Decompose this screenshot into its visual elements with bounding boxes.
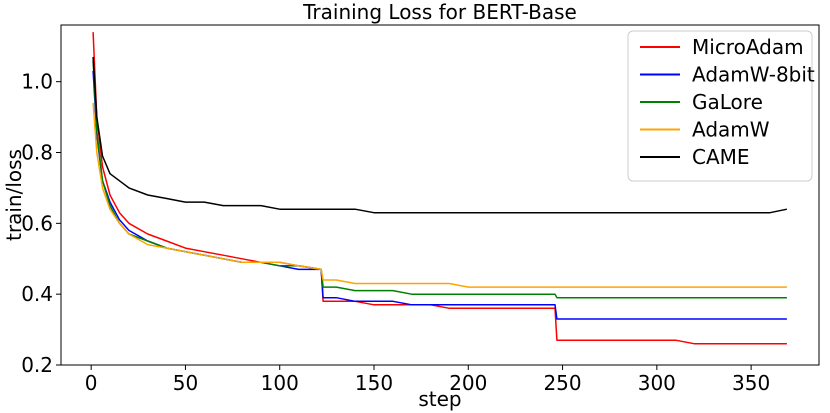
x-tick-label: 250 [543,371,581,395]
x-tick-label: 200 [449,371,487,395]
x-axis-label: step [418,387,461,411]
y-tick-label: 0.4 [21,282,53,306]
x-tick-label: 0 [85,371,98,395]
x-tick-label: 100 [261,371,299,395]
y-tick-label: 1.0 [21,70,53,94]
series-layer [92,32,788,345]
y-tick-label: 0.6 [21,211,53,235]
y-axis-ticks: 0.2 0.4 0.6 0.8 1.0 [21,70,61,377]
legend-frame [627,30,813,182]
series-line-came [92,56,788,214]
y-tick-label: 0.8 [21,141,53,165]
y-axis-label: train/loss [2,149,26,241]
legend-label: GaLore [692,90,763,114]
legend: MicroAdam AdamW-8bit GaLore AdamW CAME [627,30,815,182]
chart-title: Training Loss for BERT-Base [302,0,577,24]
series-line-adamw [92,102,787,288]
x-tick-label: 50 [173,371,198,395]
y-tick-label: 0.2 [21,353,53,377]
x-tick-label: 300 [638,371,676,395]
x-tick-label: 350 [732,371,770,395]
legend-label: MicroAdam [692,35,804,59]
legend-label: AdamW [692,118,770,142]
x-tick-label: 150 [355,371,393,395]
legend-label: CAME [692,145,750,169]
x-axis-ticks: 0 50 100 150 200 250 300 350 [85,365,770,395]
legend-label: AdamW-8bit [692,63,815,87]
